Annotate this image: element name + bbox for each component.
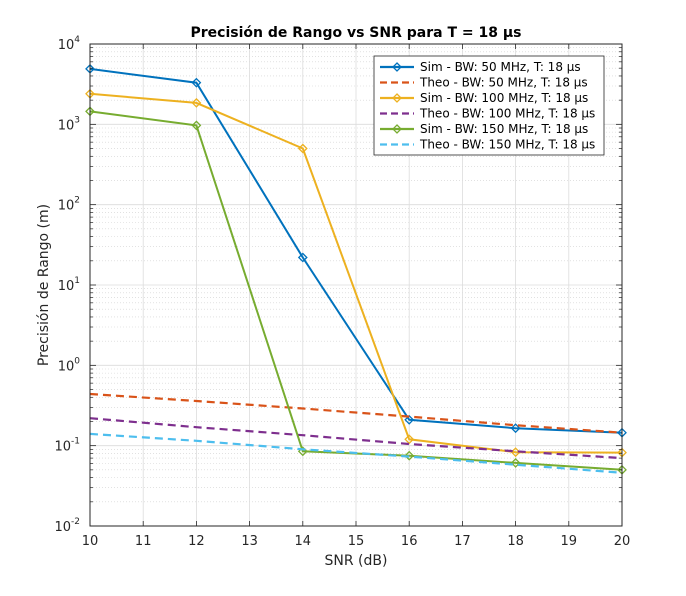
x-tick-label: 11 [135, 534, 152, 549]
y-axis-label: Precisión de Rango (m) [36, 204, 52, 366]
x-tick-label: 20 [614, 534, 631, 549]
legend-label: Sim - BW: 100 MHz, T: 18 µs [420, 91, 588, 105]
data-point [510, 423, 521, 434]
data-point [191, 77, 202, 88]
x-tick-label: 12 [188, 534, 205, 549]
tick-marks [89, 43, 623, 527]
chart-title: Precisión de Rango vs SNR para T = 18 µs [191, 25, 522, 41]
x-tick-label: 18 [507, 534, 524, 549]
y-tick-label: 102 [58, 196, 80, 214]
y-tick-label: 103 [58, 115, 80, 133]
x-axis-label: SNR (dB) [325, 553, 388, 569]
legend-box [373, 55, 605, 156]
x-tick-label: 17 [454, 534, 471, 549]
data-point [297, 143, 308, 154]
data-point [191, 97, 202, 108]
data-point [404, 414, 415, 425]
x-tick-label: 14 [295, 534, 312, 549]
legend: Sim - BW: 50 MHz, T: 18 µs Theo - BW: 50 … [373, 55, 605, 156]
data-point [510, 457, 521, 468]
legend-label: Sim - BW: 150 MHz, T: 18 µs [420, 122, 588, 136]
legend-label: Theo - BW: 50 MHz, T: 18 µs [419, 76, 588, 90]
data-point [191, 120, 202, 131]
x-tick-label: 13 [241, 534, 258, 549]
series-line-4 [89, 417, 623, 460]
y-tick-labels: 10-2 10-1 100 101 102 103 104 [54, 35, 80, 535]
legend-marker [392, 124, 402, 134]
legend-marker [392, 62, 402, 72]
legend-label: Sim - BW: 50 MHz, T: 18 µs [420, 60, 581, 74]
y-tick-label: 10-1 [54, 437, 80, 455]
series-layer [85, 63, 627, 475]
x-tick-label: 10 [82, 534, 99, 549]
y-tick-label: 10-2 [54, 517, 80, 535]
legend-marker [392, 93, 402, 103]
data-point [404, 434, 415, 445]
y-tick-label: 101 [58, 276, 80, 294]
data-point [404, 450, 415, 461]
legend-label: Theo - BW: 150 MHz, T: 18 µs [419, 138, 595, 152]
x-tick-label: 16 [401, 534, 418, 549]
y-tick-label: 104 [58, 35, 81, 53]
data-point [297, 252, 308, 263]
x-tick-labels: 10 11 12 13 14 15 16 17 18 19 20 [82, 534, 631, 549]
series-line-1 [89, 67, 623, 434]
x-tick-label: 19 [561, 534, 578, 549]
series-line-2 [89, 392, 623, 434]
series-line-6 [89, 432, 623, 474]
y-tick-label: 100 [58, 356, 81, 374]
legend-label: Theo - BW: 100 MHz, T: 18 µs [419, 107, 595, 121]
x-tick-label: 15 [348, 534, 365, 549]
